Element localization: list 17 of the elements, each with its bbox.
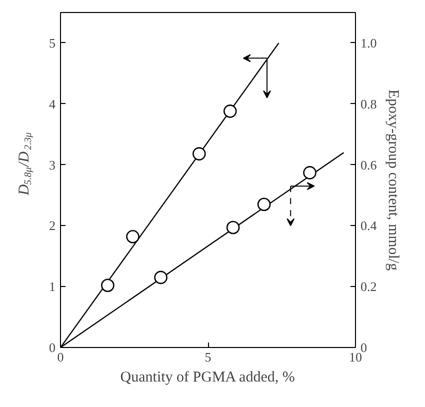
y-tick-label: 3 — [49, 157, 56, 172]
y-tick-label: 5 — [49, 35, 56, 50]
y2-tick-label: 0.6 — [360, 157, 378, 172]
y2-tick-label: 0.8 — [360, 96, 377, 112]
y-axis-title: D5.8μ/D2.3μ — [16, 132, 34, 196]
x-tick-label: 5 — [204, 350, 212, 364]
y2-tick-label: 1.0 — [360, 35, 377, 50]
y2-tick-label: 0 — [360, 340, 367, 355]
x-tick-label: 10 — [349, 350, 362, 364]
y-tick-label: 0 — [49, 340, 56, 355]
y2-tick-label: 0.4 — [360, 218, 378, 234]
y-tick-label: 1 — [49, 279, 56, 294]
y-tick-label: 2 — [49, 218, 56, 234]
x-axis-title: Quantity of PGMA added, % — [120, 370, 295, 386]
y2-axis-title: Epoxy-group content, mmol/g — [384, 89, 401, 272]
y-tick-label: 4 — [49, 96, 56, 112]
y2-tick-label: 0.2 — [360, 279, 377, 294]
